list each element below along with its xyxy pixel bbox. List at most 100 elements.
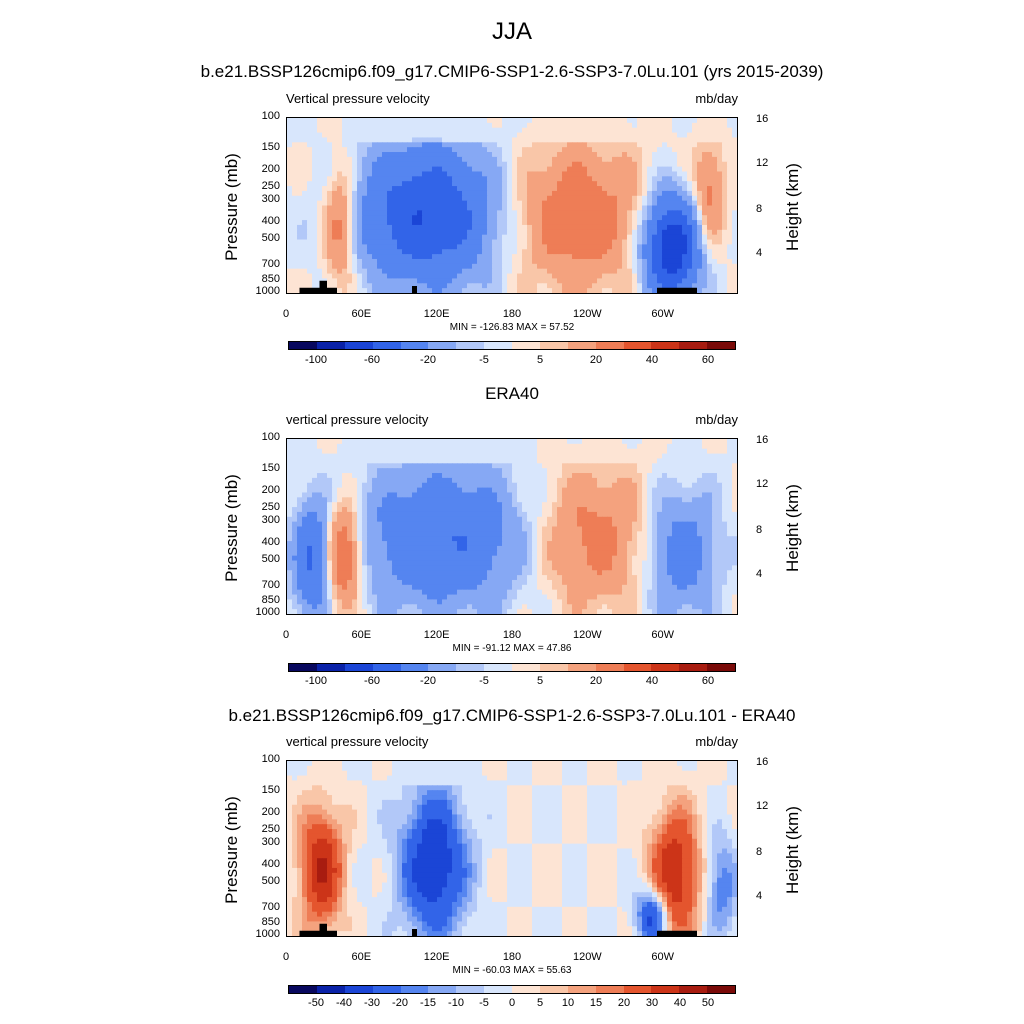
contour-cell (532, 181, 538, 187)
contour-cell (357, 118, 363, 124)
contour-cell (567, 176, 573, 182)
contour-cell (407, 477, 413, 484)
contour-cell (302, 152, 308, 158)
contour-cell (332, 439, 338, 445)
contour-cell (352, 215, 358, 221)
contour-cell (377, 132, 383, 139)
contour-cell (572, 439, 578, 445)
contour-cell (617, 171, 623, 177)
contour-cell (687, 234, 693, 241)
contour-cell (527, 244, 533, 250)
contour-cell (727, 156, 733, 163)
contour-cell (312, 521, 318, 528)
contour-cell (512, 176, 518, 182)
contour-cell (712, 448, 718, 455)
contour-cell (412, 210, 418, 216)
contour-cell (312, 244, 318, 250)
contour-cell (592, 152, 598, 158)
contour-cell (332, 258, 338, 265)
contour-cell (307, 200, 313, 207)
contour-cell (382, 147, 388, 153)
contour-cell (572, 278, 578, 284)
contour-cell (642, 263, 648, 270)
contour-cell (702, 210, 708, 216)
contour-cell (287, 526, 293, 532)
contour-cell (682, 254, 688, 260)
contour-cell (332, 215, 338, 221)
contour-cell (537, 137, 543, 143)
contour-cell (292, 507, 298, 513)
contour-cell (572, 283, 578, 289)
contour-cell (662, 492, 668, 498)
contour-cell (497, 487, 503, 494)
contour-cell (397, 273, 403, 280)
contour-cell (507, 234, 513, 241)
contour-cell (512, 526, 518, 532)
contour-cell (617, 497, 623, 503)
contour-cell (522, 186, 528, 192)
contour-cell (472, 181, 478, 187)
contour-cell (352, 132, 358, 139)
contour-cell (592, 210, 598, 216)
contour-cell (677, 273, 683, 280)
contour-cell (692, 142, 698, 148)
contour-cell (302, 118, 308, 124)
contour-cell (332, 443, 338, 450)
contour-cell (467, 161, 473, 168)
contour-cell (472, 200, 478, 207)
contour-cell (647, 244, 653, 250)
contour-cell (577, 453, 583, 460)
contour-cell (692, 229, 698, 236)
contour-cell (527, 118, 533, 124)
contour-cell (687, 473, 693, 479)
contour-cell (577, 190, 583, 197)
contour-cell (477, 195, 483, 202)
contour-cell (622, 122, 628, 129)
contour-cell (627, 278, 633, 284)
contour-cell (377, 448, 383, 455)
contour-cell (507, 468, 513, 474)
contour-cell (317, 463, 323, 469)
contour-cell (597, 439, 603, 445)
contour-cell (662, 268, 668, 275)
contour-cell (457, 132, 463, 139)
contour-cell (342, 224, 348, 231)
contour-cell (362, 205, 368, 211)
contour-cell (552, 439, 558, 445)
contour-cell (697, 283, 703, 289)
contour-cell (307, 439, 313, 445)
contour-cell (337, 166, 343, 173)
contour-cell (732, 273, 737, 280)
contour-cell (487, 278, 493, 284)
contour-cell (687, 220, 693, 226)
contour-cell (402, 210, 408, 216)
contour-cell (552, 254, 558, 260)
contour-cell (542, 147, 548, 153)
contour-cell (417, 229, 423, 236)
contour-cell (302, 210, 308, 216)
contour-cell (352, 249, 358, 255)
contour-cell (507, 258, 513, 265)
contour-cell (427, 477, 433, 484)
contour-cell (342, 492, 348, 498)
contour-cell (727, 439, 733, 445)
contour-cell (647, 239, 653, 245)
contour-cell (407, 234, 413, 241)
contour-cell (407, 288, 413, 293)
contour-cell (442, 283, 448, 289)
contour-cell (622, 492, 628, 498)
contour-cell (302, 122, 308, 129)
contour-cell (352, 482, 358, 489)
contour-cell (307, 516, 313, 523)
contour-cell (657, 458, 663, 464)
contour-cell (642, 458, 648, 464)
contour-cell (562, 439, 568, 445)
contour-cell (627, 439, 633, 445)
contour-cell (647, 215, 653, 221)
contour-cell (292, 283, 298, 289)
contour-cell (507, 229, 513, 236)
contour-cell (512, 288, 518, 293)
contour-cell (422, 458, 428, 464)
contour-cell (577, 176, 583, 182)
contour-cell (727, 161, 733, 168)
